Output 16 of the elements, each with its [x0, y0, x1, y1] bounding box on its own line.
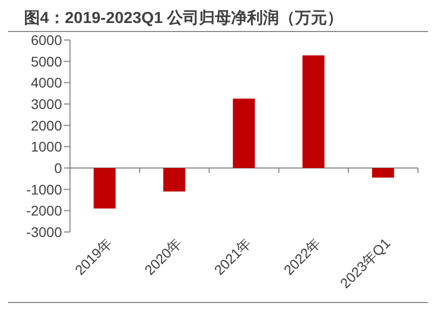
y-tick-label: 4000: [30, 74, 62, 91]
y-tick-label: -1000: [26, 181, 62, 198]
y-tick-label: 1000: [30, 138, 62, 155]
y-tick-label: 6000: [30, 32, 62, 48]
bar: [163, 168, 186, 192]
y-tick-label: 2000: [30, 117, 62, 134]
bar: [372, 168, 394, 178]
bar: [302, 55, 324, 168]
y-tick-label: 5000: [30, 53, 62, 70]
y-tick-label: 0: [54, 160, 62, 176]
y-tick-label: -3000: [26, 224, 62, 240]
chart-title: 图4：2019-2023Q1 公司归母净利润（万元）: [8, 8, 428, 32]
y-tick-label: -2000: [26, 202, 62, 219]
bar: [94, 168, 116, 209]
bar: [232, 98, 255, 168]
y-tick-label: 3000: [30, 96, 62, 112]
